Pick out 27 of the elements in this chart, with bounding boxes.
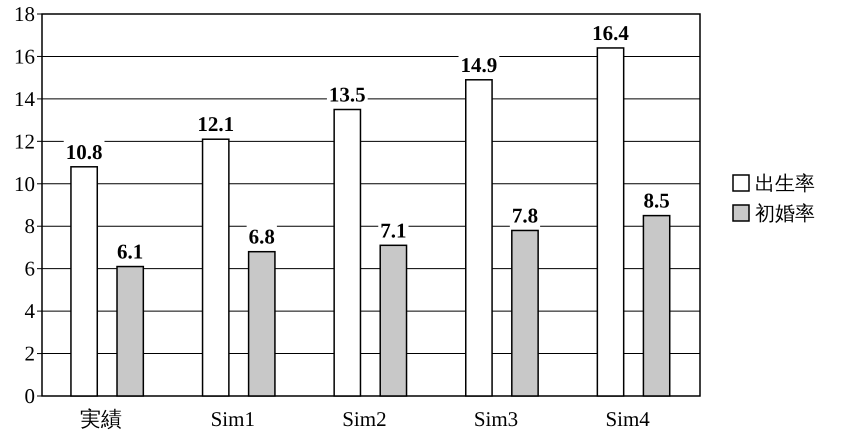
x-tick-label: Sim4 (605, 407, 650, 431)
legend-label: 初婚率 (755, 203, 815, 225)
data-label: 7.8 (512, 203, 538, 228)
data-label: 12.1 (197, 112, 234, 136)
x-tick-label: Sim2 (342, 407, 387, 431)
y-tick-label: 0 (24, 384, 35, 408)
y-tick-label: 12 (14, 129, 35, 154)
x-tick-label: Sim1 (210, 407, 255, 431)
data-label: 8.5 (643, 188, 670, 213)
x-tick-label: 実績 (80, 407, 122, 431)
data-label: 14.9 (460, 52, 498, 77)
data-label: 6.8 (248, 224, 275, 249)
x-tick-label: Sim3 (474, 407, 518, 431)
y-tick-label: 18 (14, 2, 35, 26)
y-tick-label: 4 (24, 299, 36, 324)
data-label: 13.5 (328, 82, 366, 106)
data-label: 16.4 (592, 20, 630, 45)
data-label: 10.8 (66, 140, 102, 164)
y-tick-label: 6 (24, 256, 35, 281)
y-tick-label: 16 (14, 44, 35, 68)
legend-label: 出生率 (755, 173, 815, 195)
y-tick-label: 14 (14, 86, 36, 111)
y-tick-label: 10 (14, 172, 35, 196)
y-tick-label: 2 (24, 342, 35, 366)
data-label: 7.1 (380, 218, 406, 242)
y-tick-label: 8 (24, 214, 35, 238)
data-label: 6.1 (117, 240, 144, 264)
